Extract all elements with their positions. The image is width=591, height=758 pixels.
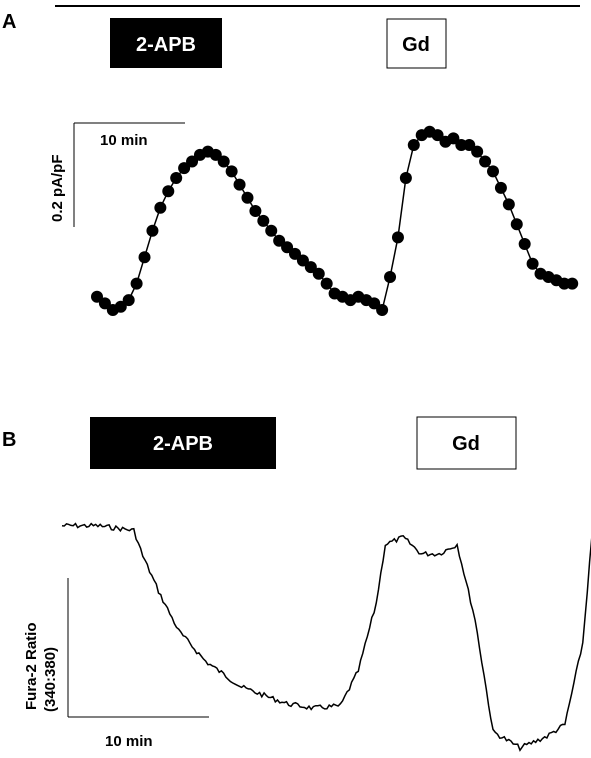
data-point (233, 178, 246, 191)
data-point (518, 238, 531, 250)
data-point (407, 139, 420, 151)
data-point (391, 231, 404, 244)
data-point (447, 132, 460, 145)
data-point (289, 247, 301, 260)
scale-label-y-b-line2: (340:380) (42, 647, 59, 712)
treatment-box-2apb-a (110, 18, 222, 68)
data-point (281, 241, 294, 254)
data-point (122, 294, 135, 307)
panel-letter-b: B (2, 429, 16, 451)
data-point (479, 155, 492, 168)
data-point (471, 145, 484, 158)
scale-label-y-b: Fura-2 Ratio (23, 622, 40, 710)
data-point (130, 277, 143, 290)
data-point (399, 172, 412, 184)
data-point (368, 297, 381, 310)
data-point (138, 251, 151, 264)
data-point (249, 205, 262, 217)
trace-a (91, 125, 579, 316)
treatment-box-gd-b (416, 416, 517, 470)
data-point (320, 277, 333, 290)
data-point (217, 155, 230, 168)
data-point (312, 267, 325, 280)
scale-label-y-a: 0.2 pA/pF (49, 154, 66, 222)
data-point (526, 257, 539, 270)
data-point (225, 165, 238, 178)
data-point (114, 300, 127, 313)
treatment-label-gd-a: Gd (402, 34, 430, 56)
data-point (170, 172, 183, 184)
data-point (186, 155, 199, 168)
data-point (178, 162, 191, 175)
data-point (98, 297, 111, 310)
treatment-box-gd-a (386, 18, 447, 69)
data-point (273, 234, 286, 247)
data-point (154, 201, 167, 214)
data-point (376, 304, 389, 316)
data-point (304, 261, 317, 274)
data-point (510, 218, 523, 231)
data-point (566, 277, 579, 290)
data-point (431, 129, 444, 142)
data-point (494, 181, 507, 194)
data-point (463, 139, 476, 151)
data-point (209, 148, 222, 161)
data-point (502, 198, 515, 211)
data-point (257, 214, 270, 227)
data-point (241, 191, 254, 204)
data-point (91, 290, 103, 303)
panel-letter-a: A (2, 11, 16, 33)
treatment-label-2apb-a: 2-APB (136, 34, 196, 56)
treatment-box-2apb-b (90, 417, 276, 469)
data-point (487, 165, 499, 178)
trace-a-line (96, 130, 573, 312)
scale-label-time-b: 10 min (105, 733, 153, 750)
data-point (384, 271, 397, 283)
data-point (265, 224, 278, 237)
treatment-label-2apb-b: 2-APB (153, 433, 213, 455)
scale-label-time-a: 10 min (100, 132, 148, 149)
data-point (162, 185, 175, 198)
trace-b (61, 522, 591, 752)
data-point (296, 254, 309, 267)
data-point (146, 224, 159, 237)
treatment-label-gd-b: Gd (452, 433, 480, 455)
